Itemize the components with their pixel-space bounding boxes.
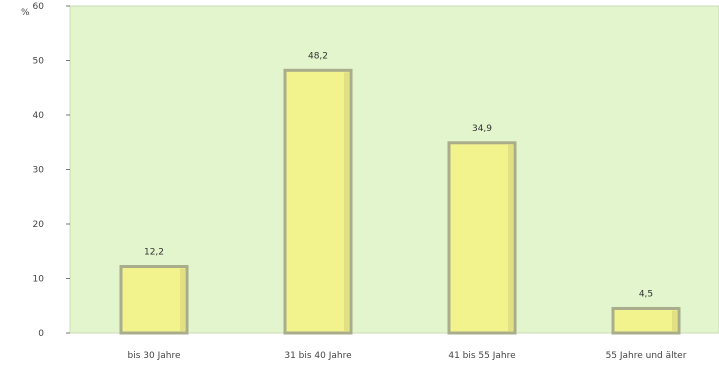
y-tick-label: 40 [33,111,45,121]
x-tick-label: 41 bis 55 Jahre [448,351,516,361]
y-axis: 0 10 20 30 40 50 60 [33,2,70,339]
y-unit-label: % [21,8,30,18]
bar-value-label: 4,5 [639,289,653,299]
bar-value-label: 12,2 [144,248,164,258]
bar [447,141,517,335]
y-tick-label: 50 [33,57,45,67]
data-labels: 12,2 48,2 34,9 4,5 [144,51,653,299]
y-tick-label: 0 [38,329,44,339]
y-tick-label: 60 [33,2,45,12]
bar [283,68,353,335]
bar [611,306,681,335]
x-tick-label: bis 30 Jahre [128,351,181,361]
bar-shade [180,268,185,332]
bar-shade [344,72,349,332]
bar-shade [672,310,677,332]
bar-value-label: 48,2 [308,51,328,61]
x-axis: bis 30 Jahre 31 bis 40 Jahre 41 bis 55 Jah… [128,351,687,361]
bar [119,265,189,335]
y-tick-label: 10 [33,275,45,285]
bar-value-label: 34,9 [472,124,492,134]
x-tick-label: 31 bis 40 Jahre [284,351,352,361]
bars [119,68,681,335]
bar-shade [508,144,513,332]
y-tick-label: 30 [33,166,45,176]
y-tick-label: 20 [33,220,45,230]
x-tick-label: 55 Jahre und älter [606,351,687,361]
